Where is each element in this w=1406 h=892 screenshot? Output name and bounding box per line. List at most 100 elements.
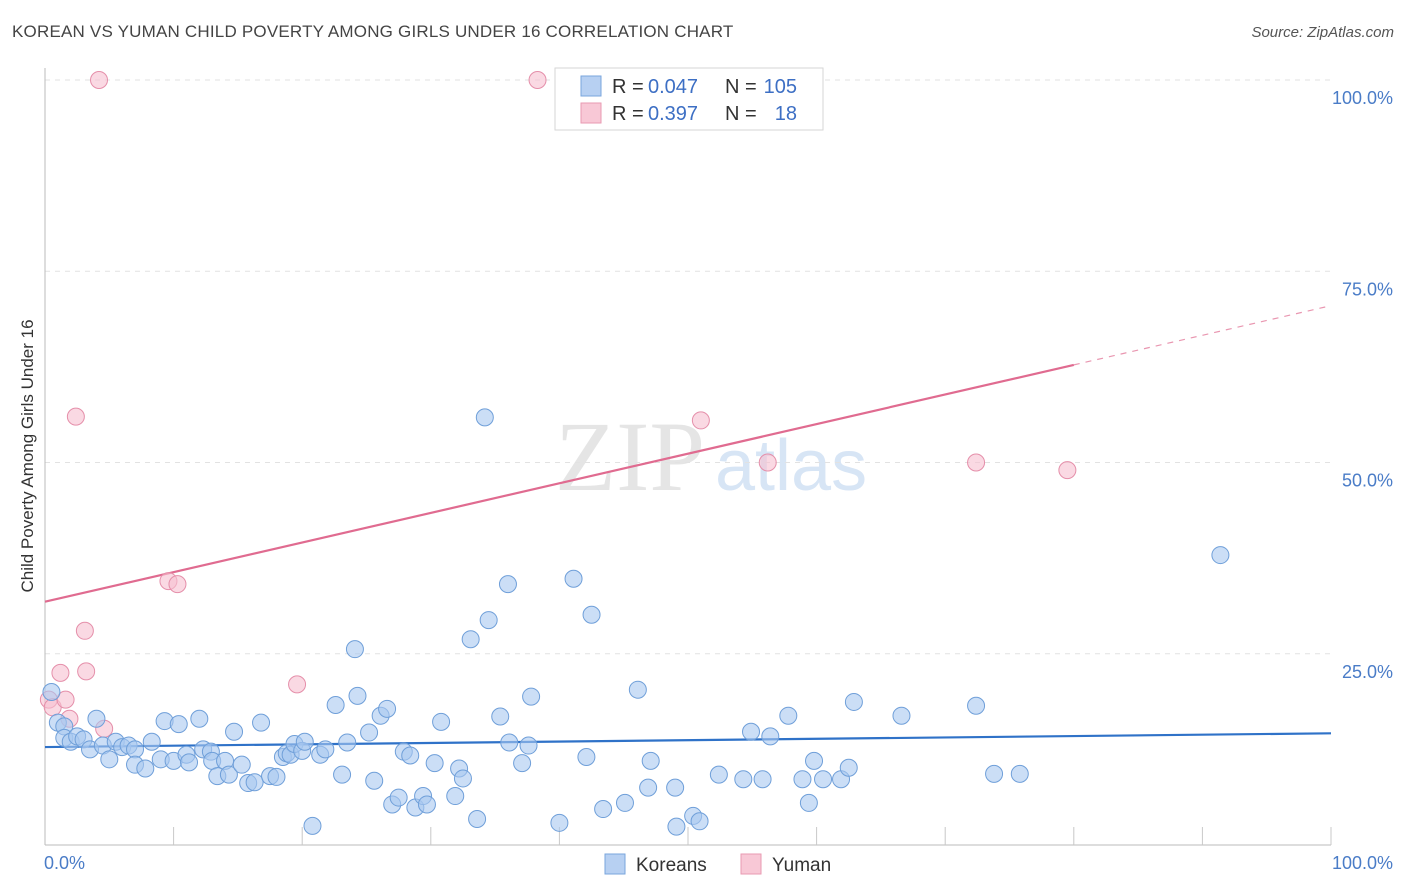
- trend-line-koreans: [44, 732, 1332, 749]
- legend-n-label-koreans: N =: [725, 76, 757, 98]
- korean-point: [169, 715, 188, 734]
- korean-point: [522, 687, 541, 706]
- korean-point: [453, 769, 472, 788]
- korean-point: [389, 788, 408, 807]
- x-tick-label-max: 100.0%: [1332, 853, 1393, 873]
- korean-point: [753, 770, 772, 789]
- korean-point: [892, 706, 911, 725]
- korean-point: [136, 759, 155, 778]
- korean-point: [967, 696, 986, 715]
- chart-source: Source: ZipAtlas.com: [1251, 24, 1394, 41]
- korean-point: [519, 736, 538, 755]
- y-tick-label-25: 25.0%: [1342, 662, 1393, 682]
- korean-point: [432, 712, 451, 731]
- korean-point: [225, 722, 244, 741]
- korean-point: [641, 751, 660, 770]
- yuman-point: [691, 411, 710, 430]
- y-tick-labels: 25.0% 50.0% 75.0% 100.0%: [1332, 88, 1393, 682]
- watermark-atlas: atlas: [715, 426, 867, 506]
- trend-line-yuman: [44, 363, 1075, 603]
- legend-r-label-yuman: R =: [612, 103, 644, 125]
- yuman-point: [758, 453, 777, 472]
- korean-point: [628, 680, 647, 699]
- korean-point: [985, 764, 1004, 783]
- korean-point: [100, 750, 119, 769]
- y-axis-label: Child Poverty Among Girls Under 16: [18, 319, 37, 592]
- korean-points: [42, 408, 1230, 836]
- korean-point: [742, 722, 761, 741]
- y-tick-label-50: 50.0%: [1342, 471, 1393, 491]
- korean-point: [417, 795, 436, 814]
- yuman-point: [75, 621, 94, 640]
- korean-point: [839, 758, 858, 777]
- korean-point: [639, 778, 658, 797]
- korean-point: [513, 754, 532, 773]
- korean-point: [42, 683, 61, 701]
- y-tick-label-75: 75.0%: [1342, 279, 1393, 299]
- korean-point: [498, 575, 517, 594]
- korean-point: [805, 751, 824, 770]
- korean-point: [582, 605, 601, 624]
- bottom-legend-koreans: Koreans: [636, 855, 707, 876]
- korean-point: [365, 771, 384, 790]
- korean-point: [461, 630, 480, 649]
- korean-point: [491, 707, 510, 726]
- yuman-point: [967, 453, 986, 472]
- korean-point: [844, 692, 863, 711]
- korean-point: [779, 706, 798, 725]
- korean-point: [126, 740, 145, 759]
- korean-point: [468, 809, 487, 828]
- watermark-zip: ZIP: [555, 401, 705, 512]
- korean-point: [180, 753, 199, 772]
- korean-point: [252, 713, 271, 732]
- korean-point: [615, 793, 634, 812]
- korean-point: [425, 754, 444, 773]
- x-tick-label-min: 0.0%: [44, 853, 85, 873]
- legend-r-label-koreans: R =: [612, 76, 644, 98]
- yuman-point: [51, 663, 70, 682]
- korean-point: [799, 793, 818, 812]
- korean-point: [245, 773, 264, 792]
- korean-point: [348, 686, 367, 705]
- legend-r-value-koreans: 0.047: [648, 76, 698, 98]
- trend-lines: [44, 305, 1332, 749]
- yuman-point: [1058, 461, 1077, 480]
- korean-point: [1211, 546, 1230, 565]
- korean-point: [295, 732, 314, 751]
- korean-point: [303, 816, 322, 835]
- yuman-points: [39, 71, 1077, 738]
- korean-point: [345, 640, 364, 659]
- korean-point: [667, 817, 686, 836]
- korean-point: [814, 770, 833, 789]
- korean-point: [219, 765, 238, 784]
- bottom-legend-swatch-koreans: [604, 853, 626, 875]
- legend-n-value-koreans: 105: [764, 76, 797, 98]
- gridlines: [45, 79, 1331, 655]
- yuman-point: [90, 71, 109, 89]
- korean-point: [564, 569, 583, 588]
- legend-n-label-yuman: N =: [725, 103, 757, 125]
- correlation-legend: R = 0.047 N = 105 R = 0.397 N = 18: [554, 67, 824, 131]
- legend-swatch-yuman: [580, 102, 602, 124]
- korean-point: [333, 765, 352, 784]
- yuman-point: [77, 662, 96, 681]
- korean-point: [1010, 764, 1029, 783]
- korean-point: [378, 699, 397, 718]
- korean-point: [326, 696, 345, 715]
- korean-point: [87, 709, 106, 728]
- korean-point: [446, 787, 465, 806]
- yuman-point: [66, 407, 85, 426]
- korean-point: [709, 765, 728, 784]
- yuman-point: [528, 71, 547, 89]
- korean-point: [793, 770, 812, 789]
- korean-point: [267, 767, 286, 786]
- yuman-point: [168, 575, 187, 594]
- korean-point: [316, 740, 335, 759]
- x-ticks: [173, 827, 1332, 845]
- korean-point: [577, 748, 596, 767]
- korean-point: [479, 611, 498, 630]
- korean-point: [690, 812, 709, 831]
- y-tick-label-100: 100.0%: [1332, 88, 1393, 108]
- korean-point: [761, 727, 780, 746]
